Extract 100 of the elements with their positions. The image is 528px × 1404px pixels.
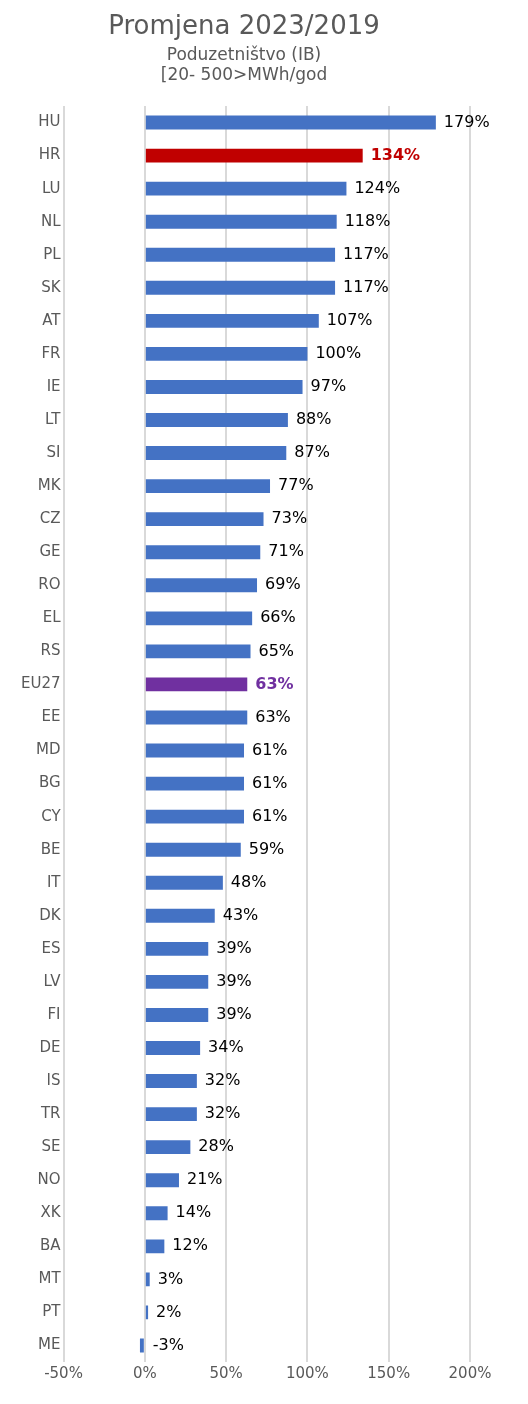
data-label: 39% [216,938,252,957]
chart-title: Promjena 2023/2019 [108,10,380,41]
y-tick-label: MT [38,1269,62,1288]
data-label: 21% [186,1169,223,1189]
bar [145,974,209,989]
data-label: 107% [326,310,373,329]
data-label: 117% [343,243,389,263]
bar [145,214,337,229]
data-label: 48% [230,871,267,891]
bar [145,743,245,758]
data-label: 65% [258,640,295,660]
y-tick-label: HR [38,145,61,164]
data-label: 66% [260,607,296,627]
y-tick-label: EU27 [21,674,61,693]
chart-subtitle: Poduzetništvo (IB) [20- 500>MWh/god [160,43,328,85]
y-tick-label: HU [38,112,61,131]
data-label: 28% [198,1136,234,1156]
y-tick-label: PT [42,1302,62,1321]
y-tick-label: LU [41,178,61,197]
y-tick-label: CY [41,806,62,825]
x-tick-label: 100% [285,1363,329,1382]
data-label: 39% [216,1004,252,1024]
bar [145,1008,209,1022]
x-tick-label: 200% [448,1363,492,1382]
data-label: 32% [204,1103,241,1123]
y-tick-label: ME [38,1335,61,1354]
x-tick-label: 150% [367,1363,411,1382]
data-label: 117% [343,276,389,296]
data-label: 118% [344,210,391,230]
bar [139,1338,144,1353]
x-tick-label: -50% [44,1363,83,1382]
data-label: 61% [252,805,288,825]
data-label: 71% [268,541,304,561]
bar [145,1107,197,1122]
data-label: 179% [443,111,490,131]
data-label: 134% [370,144,421,164]
bar [145,809,245,824]
y-tick-label: EE [41,707,61,726]
bar [145,1239,165,1254]
data-label: 61% [252,772,288,792]
data-label: 34% [208,1037,244,1057]
bar [145,380,303,394]
bar [145,776,245,791]
y-tick-label: LT [45,409,62,428]
y-tick-label: DE [39,1037,61,1056]
data-label: 87% [294,442,330,462]
bar [145,1272,150,1287]
y-tick-label: IE [46,376,61,395]
bar [145,1305,149,1320]
data-label: 77% [278,475,314,495]
y-tick-label: GE [39,542,61,561]
y-tick-label: BG [38,773,61,792]
data-label: 73% [271,508,308,528]
data-label: 2% [156,1301,182,1321]
y-tick-label: ES [41,938,61,957]
bar [145,247,336,262]
x-tick-label: 50% [209,1363,243,1382]
bar [145,677,248,692]
data-label: 43% [222,904,259,924]
bar [145,479,271,494]
y-tick-label: NL [40,211,62,230]
data-label: 100% [315,343,362,363]
bar [145,545,261,560]
bar [145,1206,168,1221]
bar [145,1041,201,1055]
x-tick-label: 0% [132,1363,157,1382]
data-label: 69% [265,574,301,594]
bar [145,313,319,328]
bar [145,611,253,626]
data-label: 32% [204,1070,241,1090]
y-tick-label: CZ [39,509,61,528]
y-tick-label: IT [46,872,62,891]
y-tick-label: SE [41,1137,61,1156]
y-tick-label: NO [37,1170,61,1189]
y-tick-label: MD [36,740,61,759]
y-tick-label: BE [40,839,61,858]
data-label: 124% [354,177,401,197]
bar [145,1074,197,1088]
y-tick-label: DK [39,905,62,924]
y-tick-label: FR [41,343,61,362]
y-tick-label: AT [42,310,62,329]
bar [145,346,308,361]
data-label: 61% [252,739,288,759]
data-label: 14% [175,1202,212,1222]
y-tick-label: IS [46,1070,61,1089]
bar [145,842,241,857]
y-tick-label: RO [38,575,61,594]
data-label: 39% [216,971,252,991]
y-tick-label: PL [43,244,62,263]
y-tick-label: MK [37,476,62,494]
bar [145,115,436,130]
data-label: 12% [172,1235,208,1255]
y-tick-label: XK [40,1203,62,1222]
data-label: 59% [248,838,285,858]
data-label: 63% [255,673,294,693]
bar [145,1173,179,1188]
bar [145,512,264,527]
y-tick-label: LV [43,971,62,990]
bar [145,181,347,196]
bar [145,644,251,659]
